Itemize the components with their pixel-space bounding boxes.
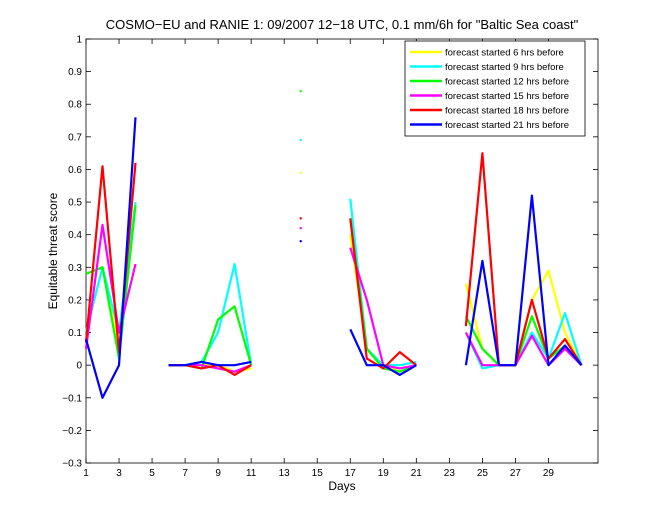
y-tick-label: 0.8 [68, 100, 82, 111]
y-tick-label: 0.4 [68, 230, 82, 241]
x-axis-title: Days [328, 479, 355, 493]
series-line [464, 152, 583, 367]
y-tick-label: 0 [76, 361, 82, 372]
y-tick-label: −0.2 [62, 426, 82, 437]
x-tick-label: 21 [411, 468, 423, 479]
y-tick-label: 0.2 [68, 295, 82, 306]
y-tick-label: 0.6 [68, 165, 82, 176]
series-point [299, 89, 302, 93]
y-tick-label: 0.3 [68, 263, 82, 274]
y-tick-label: 1 [76, 35, 82, 46]
y-tick-label: 0.5 [68, 198, 82, 209]
legend-label: forecast started 9 hrs before [445, 62, 564, 73]
x-tick-label: 23 [444, 468, 456, 479]
plot-area: −0.3 −0.2 −0.1 0 0.1 0.2 0.3 0.4 0.5 0.6 0.7 0.8 0.9… [62, 35, 599, 479]
x-tick-label: 15 [312, 468, 324, 479]
x-tick-label: 29 [543, 468, 555, 479]
legend: forecast started 6 hrs before forecast st… [404, 40, 586, 137]
series-line [85, 205, 137, 360]
series-line [349, 218, 417, 370]
axes-box [85, 38, 599, 464]
legend-label: forecast started 21 hrs before [445, 120, 569, 131]
series-line [84, 223, 137, 349]
x-tick-label: 9 [215, 468, 221, 479]
series-line [464, 332, 583, 367]
legend-label: forecast started 15 hrs before [445, 91, 569, 102]
y-tick-label: −0.3 [62, 459, 82, 470]
legend-label: forecast started 6 hrs before [445, 48, 564, 59]
series-point [299, 240, 302, 243]
legend-box [404, 40, 586, 137]
y-axis-title: Equitable threat score [46, 192, 60, 309]
series-line [168, 305, 253, 370]
x-tick-label: 1 [83, 468, 89, 479]
legend-label: forecast started 18 hrs before [445, 106, 569, 117]
series-line [84, 117, 137, 399]
y-tick-label: 0.1 [68, 328, 82, 339]
y-tick-label: 0.7 [68, 132, 82, 143]
series-line [349, 328, 417, 376]
chart-title: COSMO−EU and RANIE 1: 09/2007 12−18 UTC,… [106, 17, 579, 32]
y-tick-label: 0.9 [68, 67, 82, 78]
x-tick-label: 17 [345, 468, 357, 479]
series-line [84, 162, 137, 354]
series-line [464, 194, 583, 367]
series-point [299, 138, 302, 142]
series-point [299, 217, 302, 220]
x-tick-label: 19 [378, 468, 390, 479]
x-tick-label: 27 [510, 468, 522, 479]
series-point [299, 171, 302, 174]
x-tick-label: 5 [149, 468, 155, 479]
series-line [168, 262, 253, 367]
x-tick-label: 7 [182, 468, 188, 479]
y-tick-label: −0.1 [62, 393, 82, 404]
x-tick-label: 11 [246, 468, 257, 479]
x-tick-label: 3 [116, 468, 122, 479]
series-point [299, 226, 302, 230]
series-line [168, 360, 252, 367]
x-tick-label: 13 [279, 468, 291, 479]
legend-label: forecast started 12 hrs before [445, 77, 569, 88]
x-tick-label: 25 [477, 468, 489, 479]
